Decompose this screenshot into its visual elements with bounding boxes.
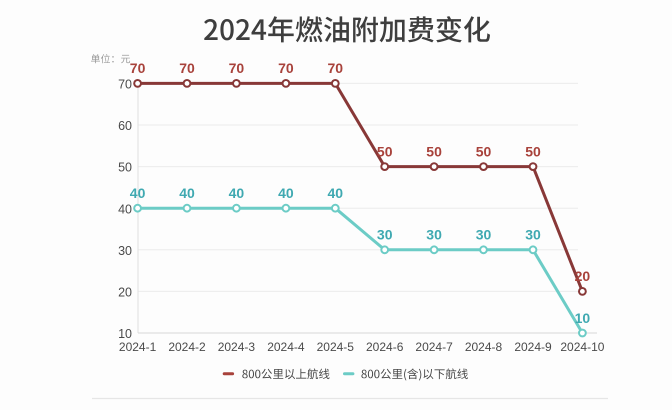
svg-text:10: 10 [118, 327, 132, 341]
svg-text:70: 70 [278, 60, 294, 76]
svg-text:20: 20 [118, 286, 132, 300]
svg-text:70: 70 [130, 60, 146, 76]
svg-text:50: 50 [118, 161, 132, 175]
svg-text:70: 70 [328, 60, 344, 76]
svg-text:2024-2: 2024-2 [168, 340, 206, 354]
svg-text:10: 10 [575, 310, 591, 326]
svg-text:30: 30 [377, 227, 393, 243]
svg-text:30: 30 [476, 227, 492, 243]
svg-text:2024-7: 2024-7 [415, 340, 453, 354]
svg-text:2024-10: 2024-10 [560, 340, 604, 354]
svg-text:30: 30 [426, 227, 442, 243]
svg-text:70: 70 [229, 60, 245, 76]
svg-text:40: 40 [118, 202, 132, 216]
svg-text:70: 70 [118, 78, 132, 92]
svg-text:40: 40 [278, 185, 294, 201]
svg-text:2024-8: 2024-8 [465, 340, 503, 354]
svg-text:50: 50 [377, 143, 393, 159]
svg-text:30: 30 [525, 227, 541, 243]
svg-text:70: 70 [179, 60, 195, 76]
svg-text:2024-4: 2024-4 [267, 340, 305, 354]
svg-text:40: 40 [130, 185, 146, 201]
svg-text:2024-9: 2024-9 [514, 340, 552, 354]
svg-text:40: 40 [179, 185, 195, 201]
svg-text:20: 20 [575, 268, 591, 284]
svg-text:2024-3: 2024-3 [218, 340, 256, 354]
svg-text:2024-1: 2024-1 [119, 340, 157, 354]
svg-text:40: 40 [229, 185, 245, 201]
svg-text:2024-6: 2024-6 [366, 340, 404, 354]
svg-text:2024-5: 2024-5 [317, 340, 355, 354]
svg-text:60: 60 [118, 119, 132, 133]
svg-text:50: 50 [426, 143, 442, 159]
svg-text:50: 50 [525, 143, 541, 159]
svg-text:40: 40 [328, 185, 344, 201]
svg-text:50: 50 [476, 143, 492, 159]
svg-text:30: 30 [118, 244, 132, 258]
